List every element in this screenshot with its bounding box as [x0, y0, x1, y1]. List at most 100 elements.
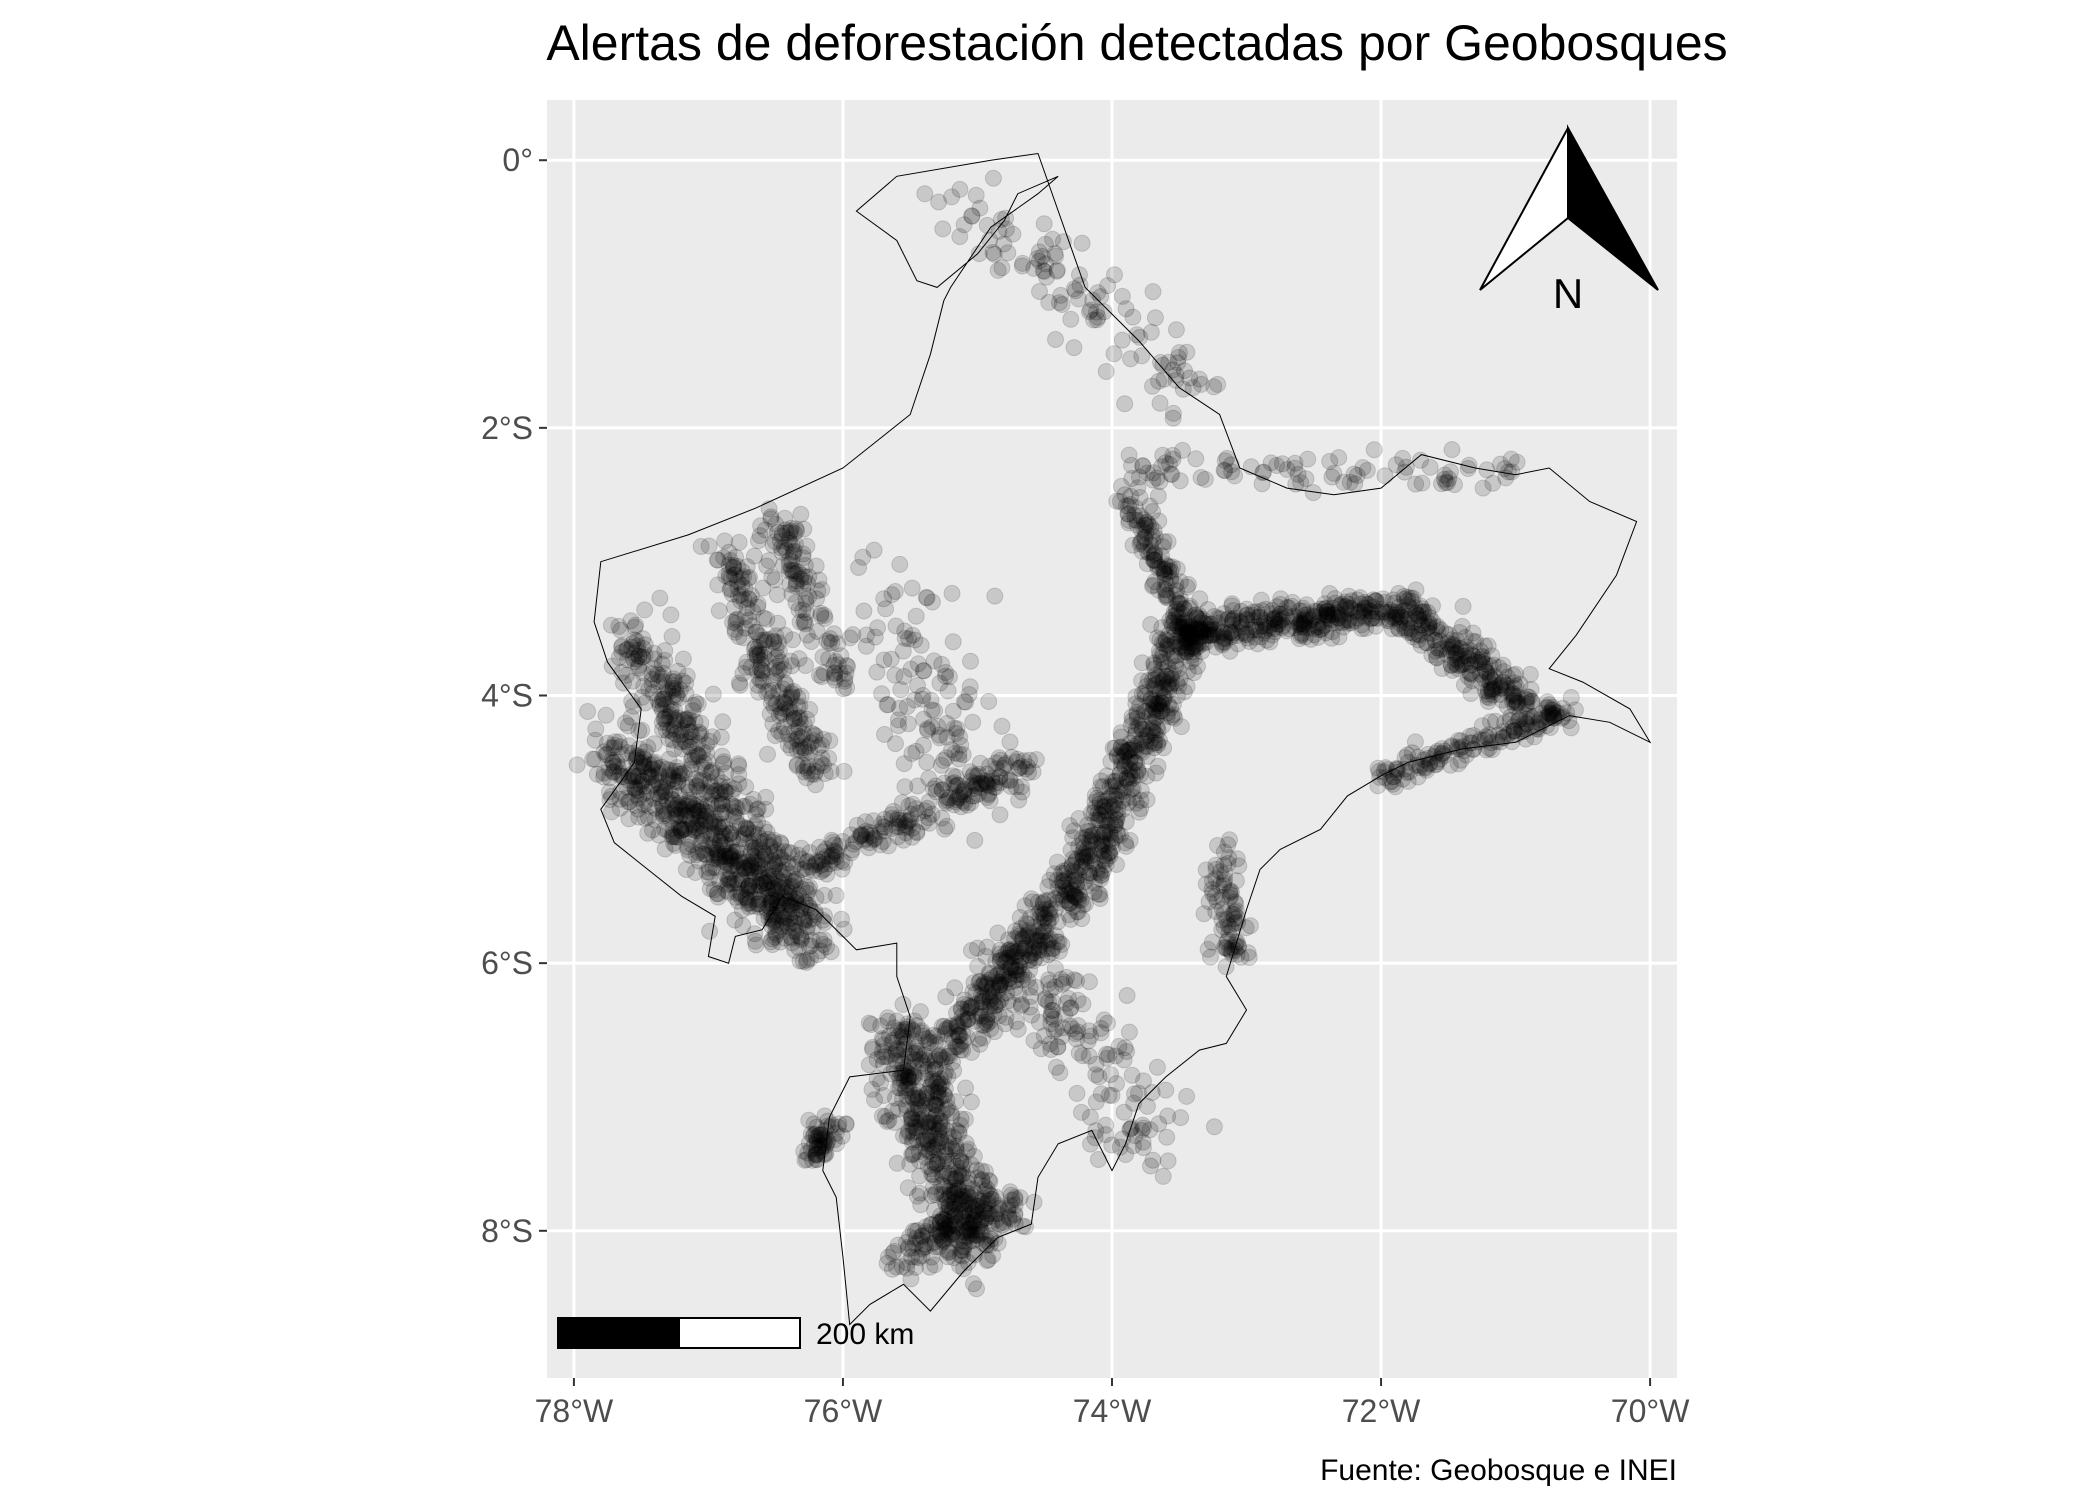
alert-point [666, 773, 684, 790]
alert-point [1056, 973, 1074, 991]
alert-point [739, 853, 757, 871]
alert-point [735, 858, 753, 876]
alert-point [729, 885, 747, 903]
alert-point [651, 589, 669, 607]
alert-point [617, 789, 635, 807]
alert-point [698, 846, 716, 864]
alert-point [1013, 257, 1031, 275]
alert-point [686, 864, 704, 881]
alert-point [719, 875, 737, 893]
alert-point [629, 767, 647, 785]
north-arrow-label: N [1553, 270, 1583, 317]
alert-point [720, 849, 738, 866]
alert-point [801, 878, 819, 896]
alert-point [690, 781, 708, 799]
alert-point [1172, 718, 1190, 736]
alert-point [750, 861, 768, 879]
alert-point [636, 777, 654, 795]
alert-point [1138, 1097, 1156, 1115]
alert-point [791, 901, 809, 919]
alert-point [624, 697, 642, 715]
alert-point [1385, 768, 1403, 786]
alert-point [680, 830, 698, 848]
alert-point [669, 828, 687, 846]
alert-point [620, 793, 637, 811]
alert-point [764, 913, 782, 931]
alert-point [626, 644, 644, 662]
alert-point [799, 918, 816, 935]
alert-point [934, 220, 952, 238]
alert-point [595, 743, 613, 761]
alert-point [627, 749, 645, 767]
alert-point [955, 693, 973, 711]
alert-point [708, 885, 726, 902]
alert-point [603, 657, 621, 675]
alert-point [789, 688, 807, 706]
alert-point [743, 877, 761, 895]
alert-point [684, 804, 702, 822]
alert-point [688, 778, 706, 796]
alert-point [771, 933, 789, 951]
alert-point [734, 871, 751, 888]
alert-point [751, 869, 769, 887]
alert-point [645, 789, 663, 807]
alert-point [680, 820, 698, 838]
alert-point [939, 682, 957, 700]
alert-point [752, 864, 770, 882]
alert-point [672, 819, 690, 837]
alert-point [1156, 555, 1174, 573]
alert-point [678, 807, 696, 825]
alert-point [702, 829, 720, 847]
alert-point [1112, 724, 1130, 742]
alert-point [720, 871, 738, 889]
alert-point [1125, 788, 1143, 806]
alert-point [697, 761, 715, 779]
alert-point [807, 1145, 825, 1163]
alert-point [968, 1280, 985, 1298]
alert-point [676, 821, 694, 839]
alert-point [662, 606, 680, 624]
alert-point [620, 810, 638, 828]
alert-point [660, 766, 677, 784]
alert-point [640, 756, 658, 773]
alert-point [764, 860, 782, 878]
x-tick-label: 72°W [1342, 1393, 1421, 1429]
alert-point [925, 652, 943, 670]
alert-point [771, 873, 789, 891]
alert-point [1553, 709, 1571, 727]
alert-point [671, 787, 689, 805]
alert-point [672, 800, 690, 818]
alert-point [1098, 1049, 1116, 1067]
alert-point [678, 776, 696, 794]
alert-point [602, 616, 620, 634]
alert-point [836, 672, 854, 690]
alert-point [685, 799, 703, 817]
alert-point [720, 847, 738, 865]
alert-point [737, 888, 755, 906]
alert-point [951, 1027, 969, 1045]
y-tick-label: 0° [502, 142, 533, 178]
alert-point [628, 778, 646, 796]
scale-bar-white-segment [678, 1317, 801, 1349]
alert-point [1142, 323, 1160, 341]
alert-point [749, 857, 767, 875]
alert-point [679, 838, 696, 856]
alert-point [768, 883, 785, 901]
alert-point [653, 787, 670, 805]
alert-point [724, 856, 742, 874]
alert-point [659, 822, 677, 839]
alert-point [811, 931, 829, 949]
alert-point [1146, 733, 1164, 751]
scale-bar: 200 km [557, 1317, 914, 1351]
alert-point [711, 832, 729, 850]
alert-point [626, 779, 644, 797]
alert-point [600, 759, 618, 777]
alert-point [1370, 763, 1388, 780]
alert-point [683, 836, 701, 854]
alert-point [766, 571, 784, 589]
alert-point [825, 842, 843, 860]
alert-point [726, 852, 744, 870]
alert-point [1410, 607, 1428, 625]
alert-point [766, 867, 784, 885]
alert-point [912, 1003, 929, 1021]
